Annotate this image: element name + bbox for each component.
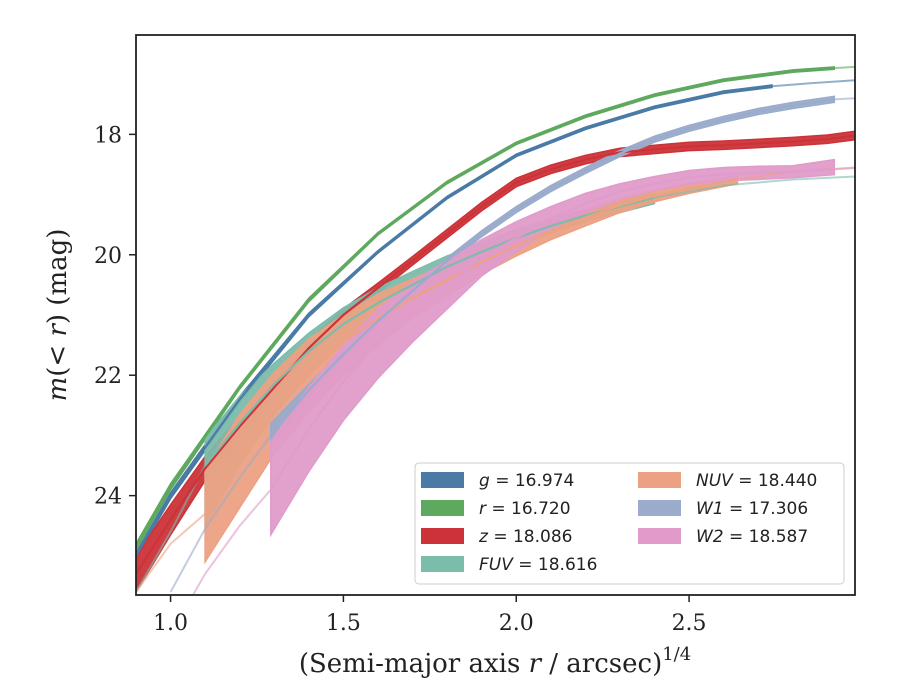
y-tick-label: 18 [94, 123, 122, 148]
x-tick-label: 1.5 [326, 611, 361, 636]
legend-swatch-g [421, 472, 464, 488]
series-lines [136, 67, 855, 575]
y-axis-label-unit: (mag) [43, 229, 73, 314]
legend-swatch-nuv [638, 472, 681, 488]
series-line-z [136, 134, 855, 575]
x-tick-label: 2.5 [672, 611, 707, 636]
legend-label-fuv: FUV = 18.616 [479, 555, 597, 575]
series-extension-fuv-a [136, 465, 206, 593]
series-extension-w2-a [191, 488, 272, 595]
x-axis-label: (Semi-major axis r / arcsec)1/4 [299, 644, 691, 679]
series-extension-nuv-a [136, 512, 206, 593]
series-line-r [136, 67, 835, 548]
series-extension-r-a [834, 65, 855, 70]
x-tick-label: 2.0 [499, 611, 534, 636]
series-extension-w1-b [834, 97, 855, 101]
series-extension-fuv-b [654, 175, 855, 199]
y-axis-label: m(< r) (mag) [43, 229, 73, 402]
y-tick-label: 20 [94, 244, 122, 269]
series-line-g [136, 85, 773, 557]
series-line-w1 [269, 98, 835, 437]
series-line-w2 [269, 168, 835, 491]
series-extension-w1-a [169, 434, 272, 593]
x-tick-label: 1.0 [153, 611, 188, 636]
y-axis-label-r: r [43, 323, 73, 337]
x-axis-ticks: 1.0 1.5 2.0 2.5 [153, 595, 707, 636]
legend-swatch-fuv [421, 556, 464, 572]
y-axis-ticks: 18 20 22 24 [94, 123, 136, 510]
legend: g = 16.974 r = 16.720 z = 18.086 FUV = 18.6… [414, 462, 845, 585]
legend-swatch-z [421, 528, 464, 544]
y-axis-label-lt: (< [43, 337, 73, 377]
y-axis-label-m: m [43, 377, 73, 402]
y-axis-label-close: ) [43, 314, 73, 324]
x-axis-label-suffix: / arcsec) [541, 649, 662, 679]
plot-frame [135, 34, 856, 596]
legend-label-nuv: NUV = 18.440 [696, 471, 817, 491]
legend-label-g: g = 16.974 [479, 471, 574, 491]
legend-swatch-w1 [638, 500, 681, 516]
y-tick-label: 22 [94, 364, 122, 389]
series-bands [136, 66, 855, 594]
legend-swatch-r [421, 500, 464, 516]
x-axis-label-prefix: (Semi-major axis [299, 649, 529, 679]
legend-frame [414, 462, 845, 585]
x-axis-label-exponent: 1/4 [662, 644, 691, 665]
series-extension-g-a [771, 79, 855, 88]
legend-label-w2: W2 = 18.587 [696, 527, 808, 547]
legend-label-z: z = 18.086 [478, 527, 572, 547]
series-band-w2 [270, 158, 836, 538]
legend-label-w1: W1 = 17.306 [696, 499, 808, 519]
legend-swatch-w2 [638, 528, 681, 544]
series-extension-w2-b [834, 167, 855, 171]
legend-label-r: r = 16.720 [479, 499, 571, 519]
x-axis-label-var: r [529, 649, 543, 679]
y-tick-label: 24 [94, 485, 122, 510]
